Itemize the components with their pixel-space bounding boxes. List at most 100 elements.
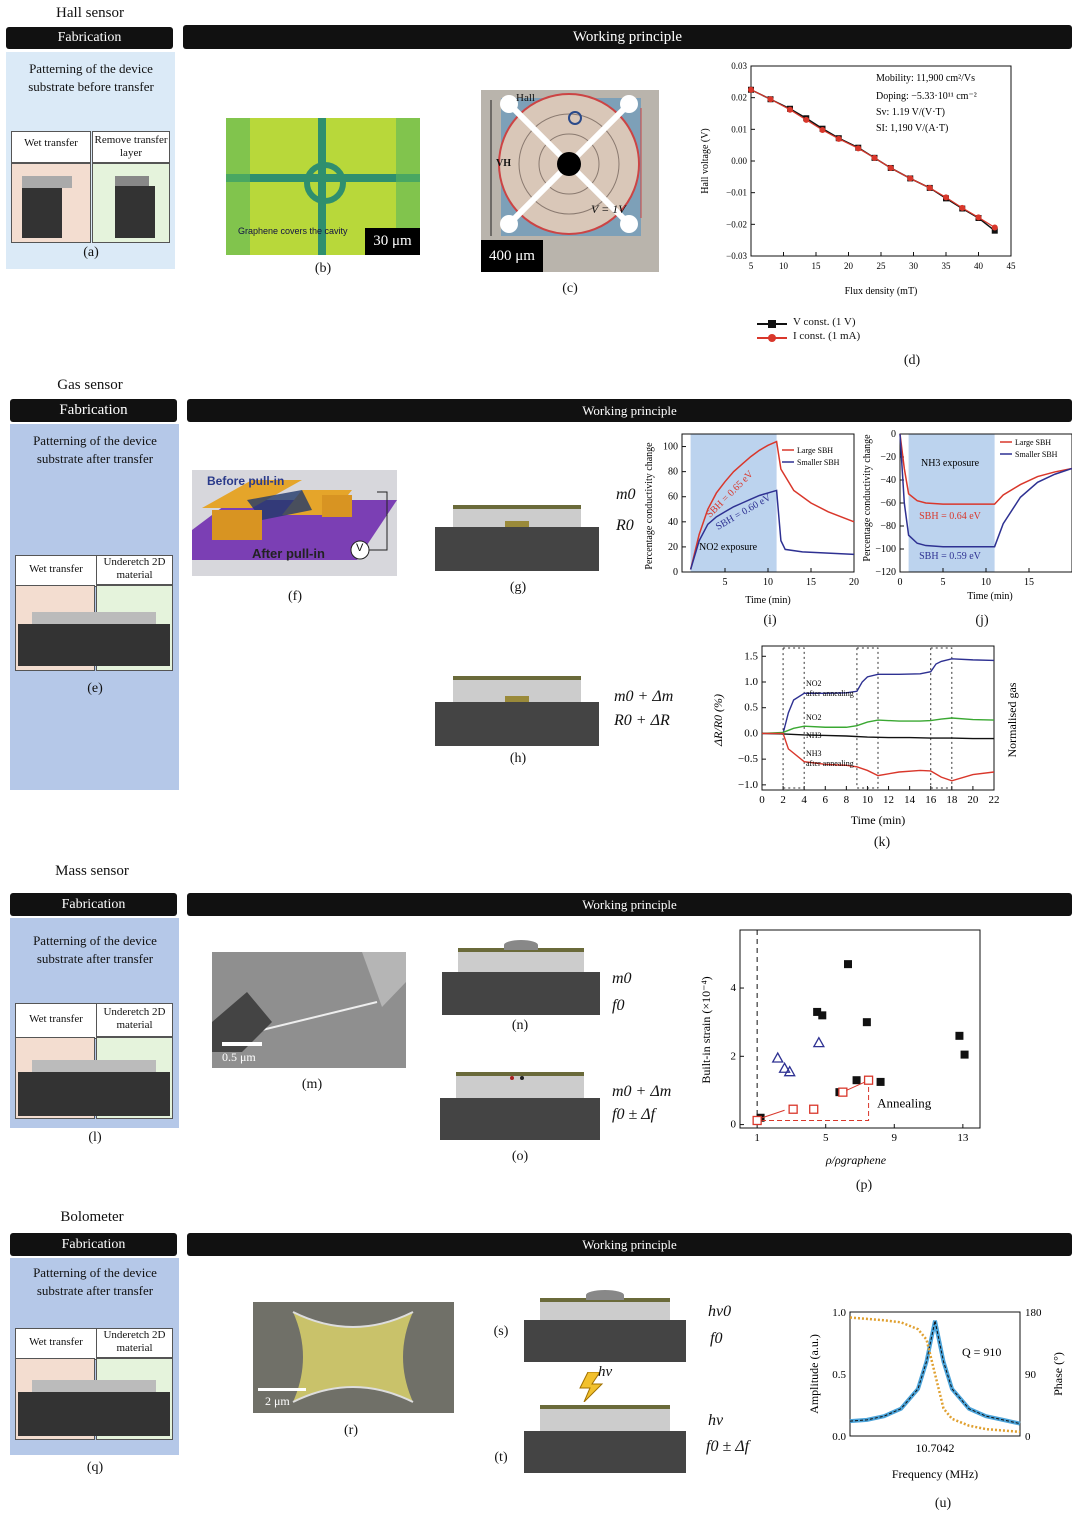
series-line-no2 <box>761 717 995 735</box>
x-tick-label: 15 <box>806 577 816 588</box>
x-tick-label: 22 <box>989 794 1000 806</box>
x-tick-label: 35 <box>942 261 952 271</box>
y-tick-label: 100 <box>663 442 678 453</box>
k-ylabel: ΔR/R0 (%) <box>711 694 725 747</box>
hall-panel-text: Patterning of the device substrate befor… <box>28 61 154 94</box>
label-m: (m) <box>301 1077 323 1092</box>
n-f-label: f0 <box>612 997 625 1014</box>
label-t: (t) <box>494 1450 508 1465</box>
data-point <box>991 227 998 234</box>
series-line-smaller-sbh <box>899 433 1072 548</box>
k-l1: NO2 <box>806 679 822 688</box>
k-l2: NO2 <box>806 713 822 722</box>
hv-label: hν <box>598 1364 613 1380</box>
label-r: (r) <box>344 1423 358 1438</box>
mass-working-bar: Working principle <box>187 893 1072 916</box>
x-tick-label: 5 <box>941 577 946 588</box>
j-xlabel: Time (min) <box>967 591 1012 602</box>
annealing-arrow <box>762 1087 870 1121</box>
j-ylabel: Percentage conductivity change <box>862 434 873 562</box>
label-s: (s) <box>493 1324 509 1339</box>
gas-panel-text: Patterning of the device substrate after… <box>33 433 157 466</box>
k-l1b: after annealing <box>806 689 854 698</box>
label-k: (k) <box>873 835 891 850</box>
y2-tick-label: 0 <box>1025 1431 1031 1443</box>
bolo-stack-substrate <box>18 1392 170 1436</box>
j-sbh2: SBH = 0.59 eV <box>919 551 982 562</box>
x-tick-label: 9 <box>892 1132 898 1144</box>
x-tick-label: 0 <box>898 577 903 588</box>
bolo-panel-text: Patterning of the device substrate after… <box>33 1265 157 1298</box>
mass-section-title: Mass sensor <box>55 863 129 879</box>
triangle-point <box>771 1051 784 1063</box>
i-no2: NO2 exposure <box>699 542 758 553</box>
filled-square-point <box>960 1050 969 1059</box>
y-tick-label: −20 <box>880 452 896 463</box>
open-square-point <box>809 1104 819 1114</box>
h-r-label: R0 + ΔR <box>614 712 670 729</box>
o-f-label: f0 ± Δf <box>612 1106 656 1123</box>
x-tick-label: 5 <box>723 577 728 588</box>
panel-m-image: 0.5 μm <box>212 952 406 1068</box>
y-tick-label: 80 <box>668 467 678 478</box>
y-tick-label: −0.02 <box>726 219 747 229</box>
x-tick-label: 40 <box>974 261 984 271</box>
open-square-point <box>838 1087 848 1097</box>
data-point <box>803 116 810 123</box>
x-tick-label: 10 <box>779 261 789 271</box>
i-xlabel: Time (min) <box>745 595 790 606</box>
y-tick-label: 0.0 <box>744 727 758 739</box>
f-v-label: V <box>356 542 364 554</box>
y-tick-label: −120 <box>875 567 896 578</box>
lightning-icon <box>579 1372 604 1402</box>
c-hall-label: Hall <box>516 92 535 104</box>
y2-tick-label: 90 <box>1025 1369 1037 1381</box>
x-tick-label: 2 <box>780 794 786 806</box>
x-tick-label: 10 <box>981 577 991 588</box>
x-tick-label: 14 <box>904 794 916 806</box>
i-legend-smaller: Smaller SBH <box>797 458 840 467</box>
hall-remove-image <box>92 163 170 243</box>
gas-section-title: Gas sensor <box>57 377 123 393</box>
y-tick-label: 2 <box>731 1050 737 1062</box>
y-tick-label: 0.5 <box>744 702 758 714</box>
filled-square-point <box>876 1077 885 1086</box>
bolo-underetch-cell: Underetch 2D material <box>96 1328 173 1358</box>
d-si: SI: 1,190 V/(A·T) <box>876 123 948 134</box>
x-tick-label: 12 <box>883 794 894 806</box>
u-ylabel2: Phase (°) <box>1051 1352 1065 1396</box>
d-sv: Sv: 1.19 V/(V·T) <box>876 107 945 118</box>
g-r-label: R0 <box>616 517 634 534</box>
b-scale: 30 μm <box>365 228 420 255</box>
panel-n-image <box>442 940 600 1015</box>
legend-i-const: I const. (1 mA) <box>793 330 861 342</box>
label-b: (b) <box>314 261 332 276</box>
bolo-wet-cell: Wet transfer <box>15 1328 97 1360</box>
bolo-section-title: Bolometer <box>60 1209 124 1225</box>
panel-b-image: Graphene covers the cavity 30 μm <box>226 118 420 255</box>
mass-underetch-cell: Underetch 2D material <box>96 1003 173 1037</box>
annealing-arrow-3 <box>846 1081 866 1091</box>
series-line-phase <box>849 1316 1021 1434</box>
x-tick-label: 10 <box>862 794 874 806</box>
x-tick-label: 18 <box>946 794 958 806</box>
gas-wet-cell: Wet transfer <box>15 555 97 587</box>
t-hv-label: hν <box>708 1412 724 1429</box>
x-tick-label: 10 <box>763 577 773 588</box>
chart-k: 0 2 4 6 8 10 12 14 16 18 20 22 1.5 1.0 0.5 0.0 −0.5 −1.0 N… <box>711 645 1019 827</box>
f-before-label: Before pull-in <box>207 474 285 488</box>
panel-f-image: Before pull-in After pull-in V <box>192 470 397 576</box>
legend-v-const: V const. (1 V) <box>793 316 856 328</box>
plot-frame <box>739 929 981 1129</box>
k-xlabel: Time (min) <box>851 813 906 827</box>
b-caption: Graphene covers the cavity <box>238 226 348 236</box>
label-h: (h) <box>509 751 527 766</box>
panel-g-image <box>435 505 599 571</box>
plot-frame <box>849 1311 1021 1437</box>
y-tick-label: 0.01 <box>731 124 747 134</box>
x-tick-label: 4 <box>801 794 807 806</box>
k-l4: NH3 <box>806 749 822 758</box>
m-scale-bar <box>222 1042 262 1046</box>
y-tick-label: −40 <box>880 475 896 486</box>
panel-o-image <box>440 1068 600 1140</box>
